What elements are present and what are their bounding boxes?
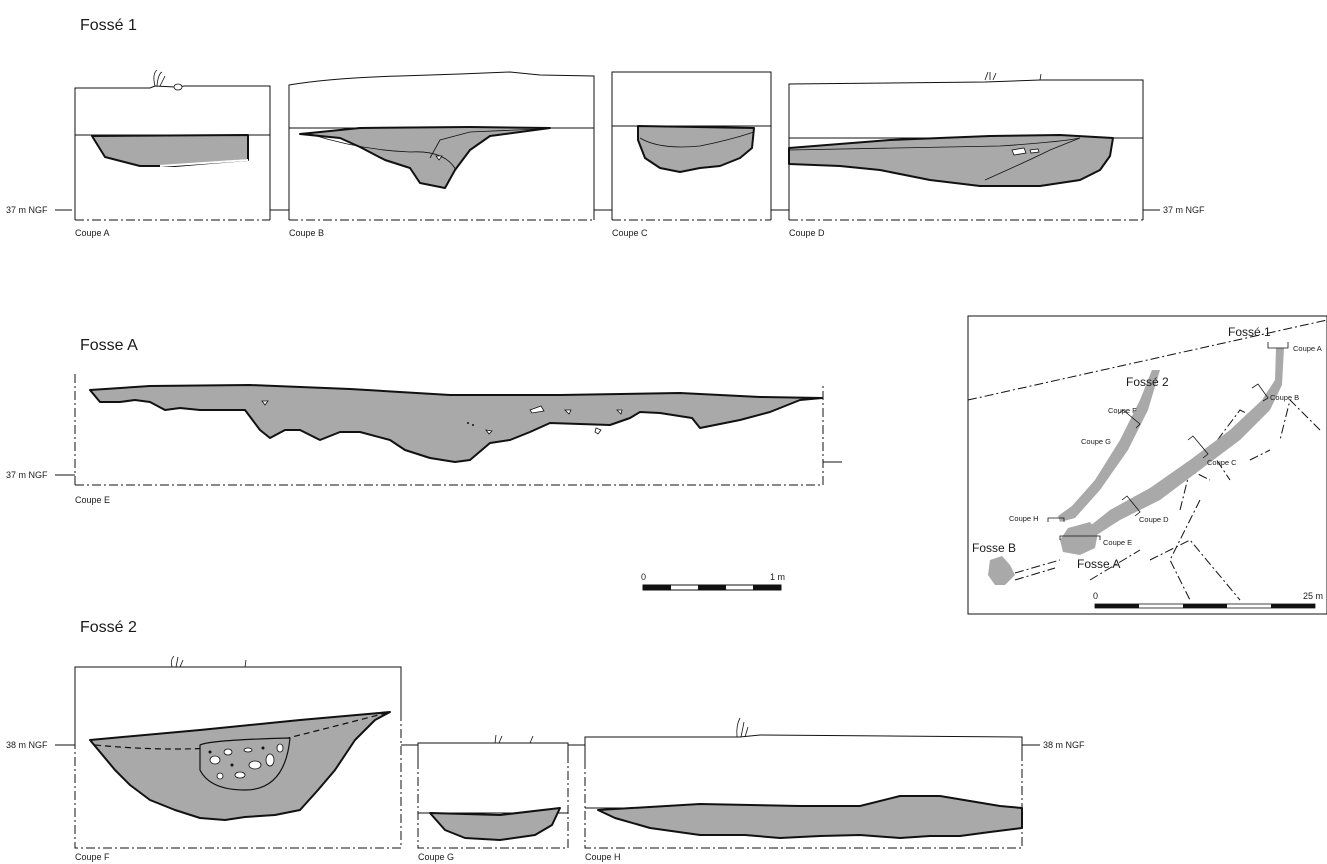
- plan-coupe-f: Coupe F: [1108, 406, 1137, 415]
- section-a: 37 m NGF Coupe A: [6, 69, 271, 238]
- level-37-right: 37 m NGF: [1163, 205, 1205, 215]
- label-coupe-f: Coupe F: [75, 852, 110, 862]
- plan-coupe-a: Coupe A: [1293, 344, 1322, 353]
- plan-coupe-g: Coupe G: [1081, 437, 1111, 446]
- plan-scale-zero: 0: [1093, 591, 1098, 601]
- label-coupe-a: Coupe A: [75, 228, 110, 238]
- site-plan: Fossé 1 Fossé 2 Fosse A Fosse B Coupe A …: [967, 315, 1327, 615]
- section-b: Coupe B: [270, 71, 595, 238]
- plan-coupe-e: Coupe E: [1103, 538, 1132, 547]
- title-fosse-1: Fossé 1: [80, 17, 137, 34]
- plan-fosse-2: Fossé 2: [1126, 375, 1169, 389]
- title-fosse-2: Fossé 2: [80, 619, 137, 636]
- section-h: 38 m NGF Coupe H: [584, 717, 1085, 862]
- section-f: 38 m NGF Coupe F: [6, 655, 418, 862]
- label-coupe-h: Coupe H: [585, 852, 621, 862]
- level-37-fosse-a: 37 m NGF: [6, 470, 48, 480]
- plan-coupe-c: Coupe C: [1207, 458, 1237, 467]
- level-38-right: 38 m NGF: [1043, 740, 1085, 750]
- plan-coupe-h: Coupe H: [1009, 514, 1039, 523]
- plan-coupe-b: Coupe B: [1270, 393, 1299, 402]
- title-fosse-a: Fosse A: [80, 337, 138, 354]
- label-coupe-c: Coupe C: [612, 228, 648, 238]
- label-coupe-d: Coupe D: [789, 228, 825, 238]
- section-g: Coupe G: [417, 734, 585, 862]
- scale-bar-1m: 0 1 m: [641, 572, 785, 591]
- level-37-left: 37 m NGF: [6, 205, 48, 215]
- section-d: 37 m NGF Coupe D: [771, 71, 1205, 238]
- section-e: 37 m NGF Coupe E: [6, 372, 842, 505]
- plan-fosse-1: Fossé 1: [1228, 325, 1271, 339]
- plan-coupe-d: Coupe D: [1139, 515, 1169, 524]
- plan-fosse-b: Fosse B: [972, 541, 1016, 555]
- plan-scale-end: 25 m: [1303, 591, 1323, 601]
- plan-fosse-a: Fosse A: [1077, 557, 1120, 571]
- scale-zero: 0: [641, 572, 646, 582]
- label-coupe-b: Coupe B: [289, 228, 324, 238]
- scale-one-metre: 1 m: [770, 572, 785, 582]
- label-coupe-e: Coupe E: [75, 495, 110, 505]
- section-c: Coupe C: [594, 71, 772, 238]
- level-38-left: 38 m NGF: [6, 740, 48, 750]
- label-coupe-g: Coupe G: [418, 852, 454, 862]
